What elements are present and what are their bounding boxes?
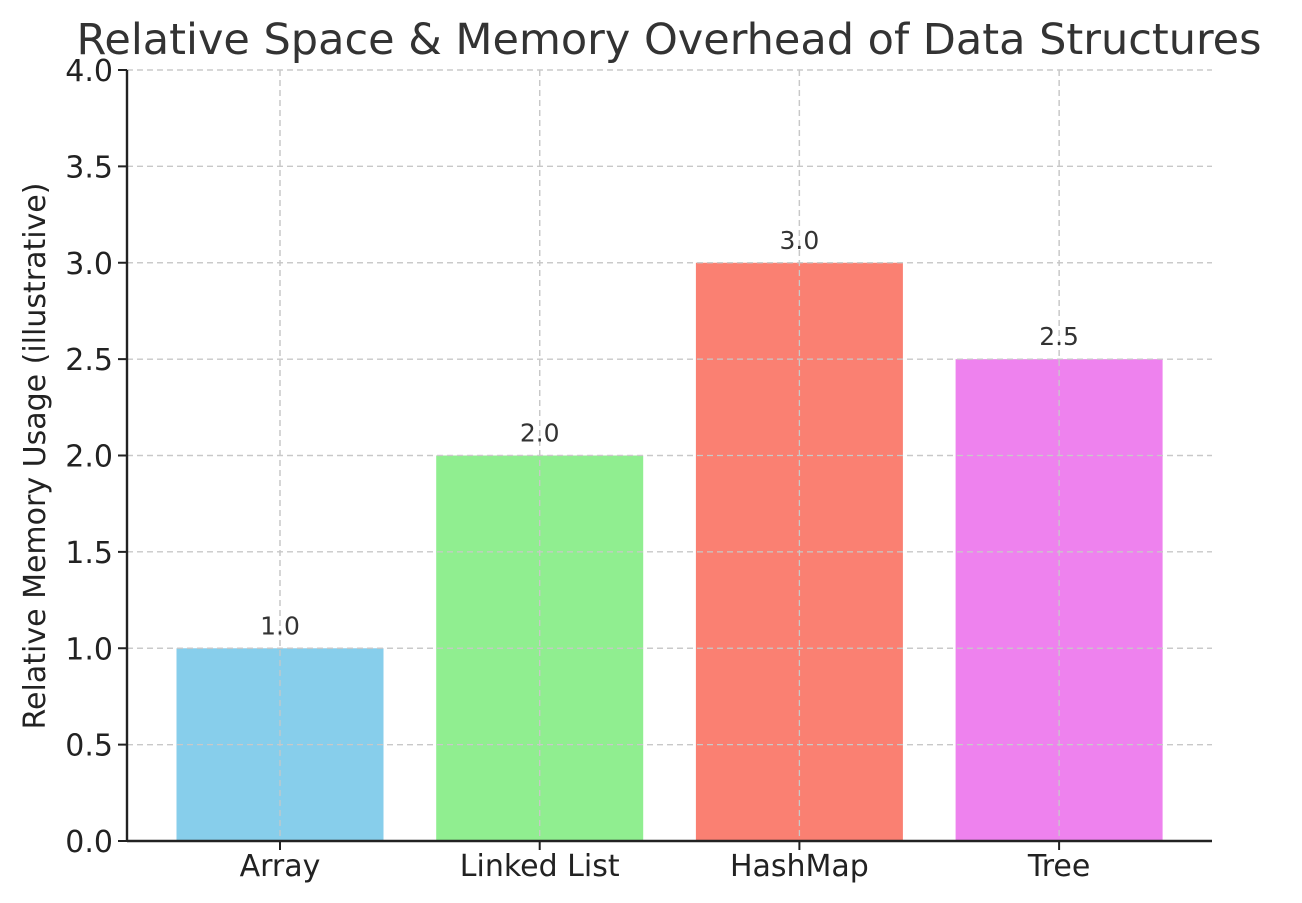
- y-tick-label: 1.5: [65, 536, 113, 571]
- x-tick-label: HashMap: [730, 849, 869, 884]
- bars: [127, 69, 1212, 841]
- chart-title: Relative Space & Memory Overhead of Data…: [76, 15, 1261, 65]
- y-tick-label: 4.0: [65, 54, 113, 89]
- y-tick-label: 2.0: [65, 440, 113, 475]
- x-tick-label: Tree: [1027, 849, 1091, 884]
- bar-value-label: 1.0: [260, 611, 300, 640]
- bar-value-label: 3.0: [780, 226, 820, 255]
- data-labels: 1.0 2.0 3.0 2.5: [260, 226, 1079, 641]
- y-tick-label: 3.0: [65, 247, 113, 282]
- bar-value-label: 2.0: [520, 419, 560, 448]
- y-tick-label: 0.5: [65, 729, 113, 764]
- y-ticks: 0.0 0.5 1.0 1.5 2.0 2.5 3.0 3.5 4.0: [65, 54, 127, 860]
- y-axis-label: Relative Memory Usage (illustrative): [18, 183, 53, 730]
- y-tick-label: 2.5: [65, 343, 113, 378]
- x-tick-label: Array: [240, 849, 321, 884]
- y-tick-label: 3.5: [65, 150, 113, 185]
- x-tick-label: Linked List: [460, 849, 620, 884]
- x-ticks: Array Linked List HashMap Tree: [240, 841, 1091, 884]
- y-tick-label: 1.0: [65, 632, 113, 667]
- bar-value-label: 2.5: [1039, 322, 1079, 351]
- y-tick-label: 0.0: [65, 825, 113, 860]
